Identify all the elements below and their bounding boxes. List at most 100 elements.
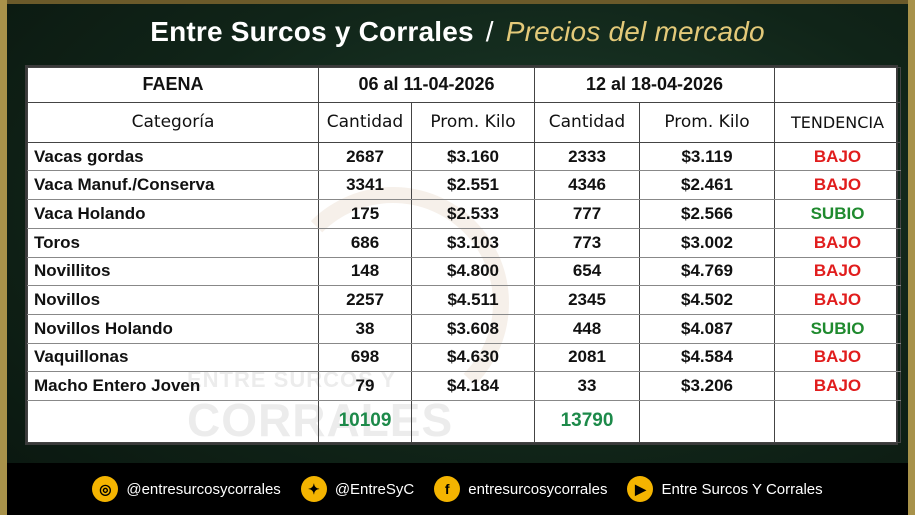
col-prom-kilo-1: Prom. Kilo <box>411 101 535 143</box>
category-cell: Macho Entero Joven <box>27 371 319 401</box>
cantidad-1-cell: 79 <box>318 371 412 401</box>
category-cell: Novillos <box>27 285 319 315</box>
table-row: Macho Entero Joven 79 $4.184 33 $3.206 BAJO <box>27 371 902 401</box>
total-cantidad-1: 10109 <box>318 399 412 444</box>
social-footer: ◎ @entresurcosycorrales ✦ @EntreSyC f en… <box>7 463 908 515</box>
facebook-link[interactable]: f entresurcosycorrales <box>434 476 607 502</box>
tendencia-cell: BAJO <box>774 342 902 373</box>
prom-kilo-1-cell: $2.551 <box>411 170 535 201</box>
prom-kilo-2-cell: $3.119 <box>638 141 776 172</box>
prom-kilo-2-cell: $2.566 <box>638 199 776 229</box>
tendencia-cell: SUBIO <box>774 199 902 229</box>
cantidad-1-cell: 2257 <box>318 285 412 315</box>
tendencia-cell: BAJO <box>774 285 902 315</box>
instagram-icon: ◎ <box>92 476 119 502</box>
col-tendencia: TENDENCIA <box>774 101 902 143</box>
cantidad-2-cell: 2345 <box>534 285 640 315</box>
cantidad-2-cell: 773 <box>534 227 640 258</box>
prom-kilo-2-cell: $4.502 <box>638 285 776 315</box>
prom-kilo-1-cell: $3.103 <box>411 227 535 258</box>
total-empty-3 <box>774 399 902 444</box>
twitter-icon: ✦ <box>300 476 327 502</box>
cantidad-1-cell: 2687 <box>318 141 412 172</box>
title-main: Entre Surcos y Corrales <box>150 16 474 47</box>
prom-kilo-1-cell: $4.511 <box>411 285 535 315</box>
prom-kilo-2-cell: $4.087 <box>638 313 776 344</box>
cantidad-2-cell: 448 <box>534 313 640 344</box>
tendencia-cell: BAJO <box>774 141 902 172</box>
prom-kilo-2-cell: $3.206 <box>638 371 776 401</box>
table-row: Novillos 2257 $4.511 2345 $4.502 BAJO <box>27 285 902 315</box>
table-row: Vaca Holando 175 $2.533 777 $2.566 SUBIO <box>27 199 902 229</box>
table-row: Vaquillonas 698 $4.630 2081 $4.584 BAJO <box>27 342 902 373</box>
cantidad-1-cell: 3341 <box>318 170 412 201</box>
total-cantidad-2: 13790 <box>534 399 640 444</box>
total-label-cell <box>27 399 319 444</box>
table-row: Vaca Manuf./Conserva 3341 $2.551 4346 $2.461… <box>27 170 902 201</box>
empty-header-cell <box>774 67 902 103</box>
col-categoria: Categoría <box>27 101 319 143</box>
cantidad-1-cell: 686 <box>318 227 412 258</box>
period2-header: 12 al 18-04-2026 <box>533 67 776 103</box>
category-cell: Toros <box>27 227 319 258</box>
prom-kilo-1-cell: $3.160 <box>411 141 535 172</box>
cantidad-2-cell: 777 <box>534 199 640 229</box>
period1-header: 06 al 11-04-2026 <box>318 67 535 103</box>
category-cell: Novillitos <box>27 256 319 287</box>
facebook-handle: entresurcosycorrales <box>468 480 608 498</box>
total-empty-1 <box>411 399 535 444</box>
prom-kilo-1-cell: $4.800 <box>411 256 535 287</box>
table-row: Novillitos 148 $4.800 654 $4.769 BAJO <box>27 256 902 287</box>
table-body: Vacas gordas 2687 $3.160 2333 $3.119 BAJO Vaca… <box>27 141 902 401</box>
table-row: Novillos Holando 38 $3.608 448 $4.087 SUBIO <box>27 313 902 344</box>
category-cell: Novillos Holando <box>27 313 319 344</box>
title-separator: / <box>485 16 494 47</box>
youtube-handle: Entre Surcos Y Corrales <box>661 480 823 498</box>
youtube-icon: ▶ <box>627 476 654 502</box>
cantidad-1-cell: 38 <box>318 313 412 344</box>
title-subtitle: Precios del mercado <box>505 16 765 47</box>
twitter-handle: @EntreSyC <box>334 480 415 498</box>
totals-row: 10109 13790 <box>27 399 902 444</box>
col-cantidad-2: Cantidad <box>534 101 640 143</box>
price-table: FAENA 06 al 11-04-2026 12 al 18-04-2026 … <box>27 67 902 444</box>
twitter-link[interactable]: ✦ @EntreSyC <box>300 476 415 502</box>
cantidad-2-cell: 4346 <box>534 170 640 201</box>
youtube-link[interactable]: ▶ Entre Surcos Y Corrales <box>627 476 823 502</box>
table-row: Toros 686 $3.103 773 $3.002 BAJO <box>27 227 902 258</box>
tendencia-cell: SUBIO <box>774 313 902 344</box>
tendencia-cell: BAJO <box>774 371 902 401</box>
header-row-periods: FAENA 06 al 11-04-2026 12 al 18-04-2026 <box>27 67 902 103</box>
prom-kilo-2-cell: $3.002 <box>638 227 776 258</box>
category-cell: Vaca Manuf./Conserva <box>27 170 319 201</box>
prom-kilo-2-cell: $2.461 <box>638 170 776 201</box>
prom-kilo-2-cell: $4.584 <box>638 342 776 373</box>
tendencia-cell: BAJO <box>774 170 902 201</box>
category-cell: Vaca Holando <box>27 199 319 229</box>
cantidad-2-cell: 2081 <box>534 342 640 373</box>
facebook-icon: f <box>434 476 461 502</box>
table-row: Vacas gordas 2687 $3.160 2333 $3.119 BAJO <box>27 141 902 172</box>
tendencia-cell: BAJO <box>774 227 902 258</box>
prom-kilo-1-cell: $2.533 <box>411 199 535 229</box>
prom-kilo-1-cell: $4.184 <box>411 371 535 401</box>
cantidad-1-cell: 148 <box>318 256 412 287</box>
prom-kilo-1-cell: $3.608 <box>411 313 535 344</box>
cantidad-1-cell: 175 <box>318 199 412 229</box>
page-title: Entre Surcos y Corrales / Precios del me… <box>7 16 908 48</box>
col-prom-kilo-2: Prom. Kilo <box>638 101 776 143</box>
instagram-handle: @entresurcosycorrales <box>126 480 281 498</box>
faena-header: FAENA <box>27 67 319 103</box>
header-row-columns: Categoría Cantidad Prom. Kilo Cantidad P… <box>27 101 902 143</box>
price-table-panel: ENTRE SURCOS Y CORRALES FAENA 06 al 11-0… <box>25 65 902 446</box>
prom-kilo-1-cell: $4.630 <box>411 342 535 373</box>
tendencia-cell: BAJO <box>774 256 902 287</box>
cantidad-2-cell: 654 <box>534 256 640 287</box>
instagram-link[interactable]: ◎ @entresurcosycorrales <box>92 476 281 502</box>
category-cell: Vaquillonas <box>27 342 319 373</box>
cantidad-1-cell: 698 <box>318 342 412 373</box>
cantidad-2-cell: 33 <box>534 371 640 401</box>
prom-kilo-2-cell: $4.769 <box>638 256 776 287</box>
category-cell: Vacas gordas <box>27 141 319 172</box>
